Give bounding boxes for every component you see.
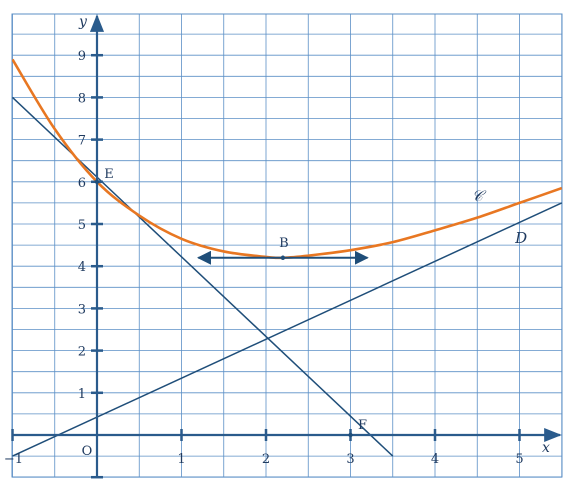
y-tick-label: 2: [78, 345, 86, 360]
labels: −1 1 2 3 4 5 1 2 3 4 5 6 7 8 9 y x O E B F 𝒞 D: [4, 14, 550, 467]
x-tick-label: 2: [262, 452, 270, 467]
y-tick-label: 1: [78, 387, 86, 402]
point-b-label: B: [279, 236, 289, 251]
x-tick-label: 4: [431, 452, 439, 467]
point-f-marker: [348, 432, 353, 438]
x-tick-label: −1: [4, 452, 23, 467]
y-tick-label: 4: [78, 260, 86, 275]
x-tick-label: 1: [177, 452, 185, 467]
point-f-label: F: [358, 418, 367, 433]
origin-label: O: [82, 444, 93, 459]
x-tick-label: 3: [346, 452, 354, 467]
line-d-label: D: [514, 229, 527, 247]
y-tick-label: 7: [78, 134, 86, 149]
straight-lines: [12, 96, 562, 457]
curve-c-label: 𝒞: [472, 187, 487, 205]
curve-c: [12, 58, 562, 260]
point-e-marker: [94, 179, 100, 184]
axes: [11, 14, 562, 479]
y-tick-label: 3: [78, 302, 86, 317]
y-tick-label: 9: [78, 49, 86, 64]
curve-c-path: [12, 58, 562, 260]
y-tick-label: 5: [78, 218, 86, 233]
point-b-marker: [280, 255, 286, 260]
line-d: [12, 202, 562, 457]
grid-border: [11, 13, 563, 478]
y-tick-label: 8: [78, 91, 86, 106]
grid: [11, 13, 563, 478]
y-tick-label: 6: [78, 176, 86, 191]
point-e-label: E: [104, 167, 114, 182]
x-axis-label: x: [542, 440, 550, 456]
x-tick-label: 5: [515, 452, 523, 467]
y-axis-label: y: [78, 14, 88, 30]
